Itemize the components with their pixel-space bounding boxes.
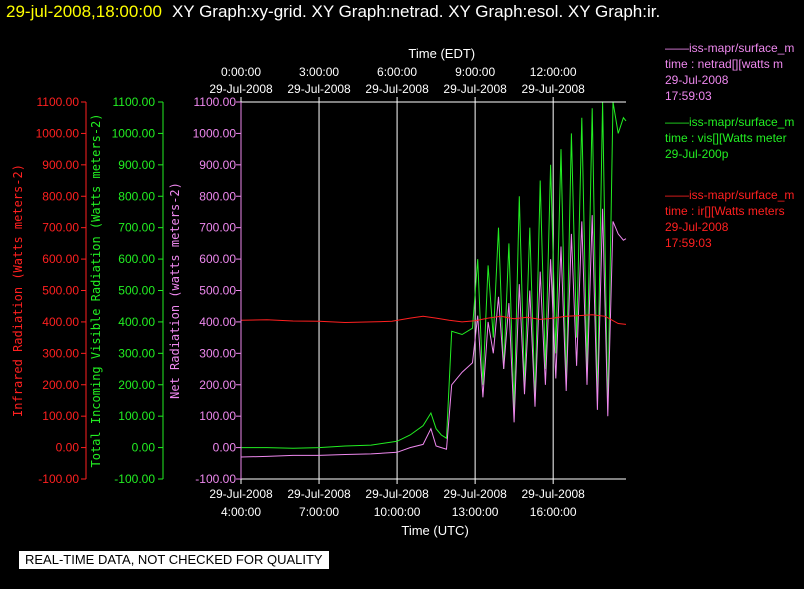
top-x-tick-time: 0:00:00 — [221, 65, 261, 79]
y-tick-label-ir: 1000.00 — [36, 126, 80, 140]
y-axis-title-vis: Total Incoming Visible Radiation (Watts … — [89, 113, 103, 467]
y-tick-label-vis: 200.00 — [118, 378, 155, 392]
legend-entry-line3: 29-Jul-200p — [665, 147, 729, 161]
y-tick-label-net: 500.00 — [199, 284, 236, 298]
legend-entry-line4: 17:59:03 — [665, 89, 712, 103]
header-graph-titles: XY Graph:xy-grid. XY Graph:netrad. XY Gr… — [171, 2, 661, 21]
y-tick-label-net: 900.00 — [199, 158, 236, 172]
y-tick-label-ir: 0.00 — [56, 441, 80, 455]
header: 29-jul-2008,18:00:00 XY Graph:xy-grid. XY… — [6, 2, 660, 22]
y-tick-label-vis: 100.00 — [118, 409, 155, 423]
bottom-x-tick-date: 29-Jul-2008 — [443, 487, 507, 501]
y-tick-label-net: 400.00 — [199, 315, 236, 329]
y-tick-label-vis: 700.00 — [118, 221, 155, 235]
top-x-tick-date: 29-Jul-2008 — [521, 82, 585, 96]
y-tick-label-net: -100.00 — [195, 472, 236, 486]
legend-entry-line1: ——iss-mapr/surface_m — [665, 188, 795, 202]
y-tick-label-net: 1100.00 — [194, 95, 237, 109]
y-tick-label-ir: 700.00 — [42, 221, 79, 235]
y-tick-label-vis: 900.00 — [118, 158, 155, 172]
bottom-x-tick-time: 4:00:00 — [221, 505, 261, 519]
y-tick-label-net: 800.00 — [199, 189, 236, 203]
legend-entry-line1: ——iss-mapr/surface_m — [665, 115, 795, 129]
y-tick-label-vis: 600.00 — [118, 252, 155, 266]
top-x-tick-date: 29-Jul-2008 — [443, 82, 507, 96]
top-x-tick-time: 3:00:00 — [299, 65, 339, 79]
top-x-tick-date: 29-Jul-2008 — [365, 82, 429, 96]
y-tick-label-net: 0.00 — [213, 441, 237, 455]
bottom-x-axis-title: Time (UTC) — [401, 523, 468, 538]
top-x-tick-time: 6:00:00 — [377, 65, 417, 79]
y-tick-label-ir: 800.00 — [42, 189, 79, 203]
y-tick-label-vis: 1000.00 — [112, 126, 156, 140]
series-line-net — [240, 208, 627, 458]
top-x-tick-date: 29-Jul-2008 — [287, 82, 351, 96]
top-x-tick-time: 12:00:00 — [530, 65, 577, 79]
y-tick-label-vis: -100.00 — [114, 472, 155, 486]
bottom-x-tick-date: 29-Jul-2008 — [521, 487, 585, 501]
y-tick-label-ir: 200.00 — [42, 378, 79, 392]
top-x-tick-time: 9:00:00 — [455, 65, 495, 79]
bottom-x-tick-date: 29-Jul-2008 — [365, 487, 429, 501]
y-axis-title-net: Net Radiation (watts meters-2) — [168, 182, 182, 399]
legend-entry-line3: 29-Jul-2008 — [665, 220, 729, 234]
y-tick-label-vis: 500.00 — [118, 284, 155, 298]
y-tick-label-net: 700.00 — [199, 221, 236, 235]
bottom-x-tick-date: 29-Jul-2008 — [209, 487, 273, 501]
y-tick-label-vis: 1100.00 — [113, 95, 156, 109]
y-tick-label-ir: 300.00 — [42, 346, 79, 360]
top-x-axis-title: Time (EDT) — [408, 46, 475, 61]
y-tick-label-vis: 300.00 — [118, 346, 155, 360]
y-tick-label-ir: 900.00 — [42, 158, 79, 172]
legend-entry-line2: time : ir[][Watts meters — [665, 204, 785, 218]
y-tick-label-ir: 400.00 — [42, 315, 79, 329]
bottom-x-tick-time: 16:00:00 — [530, 505, 577, 519]
legend-entry-line2: time : vis[][Watts meter — [665, 131, 787, 145]
y-tick-label-net: 600.00 — [199, 252, 236, 266]
y-tick-label-vis: 800.00 — [118, 189, 155, 203]
legend-entry-line3: 29-Jul-2008 — [665, 73, 729, 87]
legend-entry-line1: ——iss-mapr/surface_m — [665, 41, 795, 55]
bottom-x-tick-date: 29-Jul-2008 — [287, 487, 351, 501]
y-tick-label-vis: 400.00 — [118, 315, 155, 329]
series-line-ir — [240, 314, 627, 325]
y-axis-title-ir: Infrared Radiation (Watts meters-2) — [11, 164, 25, 417]
y-tick-label-net: 200.00 — [199, 378, 236, 392]
legend-entry-line4 — [665, 162, 794, 178]
y-tick-label-net: 300.00 — [199, 346, 236, 360]
header-datetime: 29-jul-2008,18:00:00 — [6, 2, 162, 21]
bottom-x-tick-time: 10:00:00 — [374, 505, 421, 519]
series-line-vis — [241, 101, 627, 449]
y-tick-label-ir: 1100.00 — [37, 95, 80, 109]
legend-entry-line4: 17:59:03 — [665, 236, 712, 250]
y-tick-label-ir: -100.00 — [38, 472, 79, 486]
quality-disclaimer: REAL-TIME DATA, NOT CHECKED FOR QUALITY — [19, 551, 329, 569]
y-tick-label-ir: 100.00 — [42, 409, 79, 423]
y-tick-label-vis: 0.00 — [132, 441, 156, 455]
legend-entry-line2: time : netrad[][watts m — [665, 57, 784, 71]
y-tick-label-ir: 600.00 — [42, 252, 79, 266]
bottom-x-tick-time: 13:00:00 — [452, 505, 499, 519]
y-tick-label-ir: 500.00 — [42, 284, 79, 298]
bottom-x-tick-time: 7:00:00 — [299, 505, 339, 519]
y-tick-label-net: 100.00 — [199, 409, 236, 423]
y-tick-label-net: 1000.00 — [193, 126, 237, 140]
top-x-tick-date: 29-Jul-2008 — [209, 82, 273, 96]
